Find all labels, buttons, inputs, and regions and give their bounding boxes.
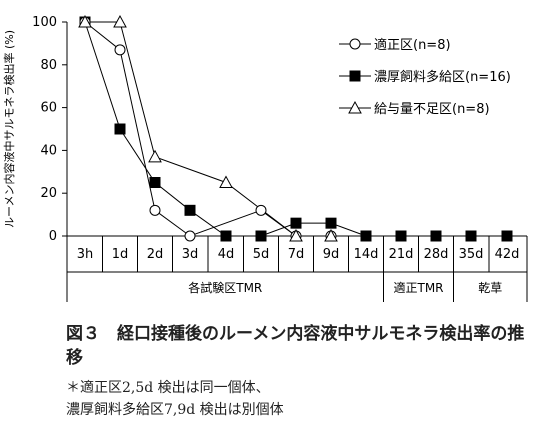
x-tick-label: 28d (424, 247, 449, 262)
legend-marker (349, 70, 361, 82)
y-tick-label: 80 (40, 58, 57, 73)
legend-label: 適正区(n=8) (374, 37, 451, 53)
x-tick-label: 7d (288, 247, 305, 262)
group-label: 乾草 (478, 281, 502, 295)
group-label: 適正TMR (393, 280, 443, 295)
detection-rate-chart: 0 20 40 60 80 100 ルーメン内容液中サルモネラ検出率 (%) 3h 1d 2d 3d… (2, 14, 528, 302)
data-point (149, 177, 161, 188)
data-point (501, 230, 513, 242)
data-point (149, 204, 161, 216)
series-line (85, 21, 331, 237)
series-line (84, 21, 367, 237)
data-point (114, 123, 126, 135)
data-point (324, 228, 338, 242)
figure-note-1: ＊適正区2,5d 検出は同一個体、 (66, 380, 270, 396)
legend-label: 濃厚飼料多給区(n=16) (374, 69, 511, 85)
data-point (113, 14, 127, 28)
figure-caption-title: 図３ 経口接種後のルーメン内容液中サルモネラ検出率の推移 (66, 324, 525, 368)
data-point (219, 175, 233, 188)
data-point (255, 230, 267, 242)
x-tick-label: 9d (323, 247, 340, 262)
y-tick-label: 20 (40, 186, 57, 201)
group-label: 各試験区TMR (188, 280, 262, 295)
x-tick-label: 3d (182, 247, 199, 262)
data-point (184, 204, 196, 216)
x-tick-label: 2d (147, 247, 164, 262)
x-tick-label: 21d (389, 247, 414, 262)
data-point (325, 217, 337, 229)
y-tick-label: 60 (40, 101, 57, 116)
x-tick-label: 5d (253, 247, 270, 262)
y-tick-label: 40 (40, 143, 57, 158)
data-point (184, 230, 196, 242)
data-point (289, 228, 303, 242)
figure-note-2: 濃厚飼料多給区7,9d 検出は別個体 (66, 402, 284, 418)
data-point (395, 230, 407, 242)
data-point (255, 204, 267, 216)
x-tick-label: 14d (354, 247, 379, 262)
data-point (148, 149, 162, 163)
y-tick-label: 100 (32, 15, 57, 30)
y-tick-label: 0 (49, 229, 57, 244)
y-axis-label: ルーメン内容液中サルモネラ検出率 (%) (2, 30, 16, 228)
x-tick-label: 1d (112, 247, 129, 262)
x-tick-label: 3h (77, 247, 94, 262)
x-tick-label: 35d (459, 247, 484, 262)
data-point (465, 230, 477, 242)
legend-label: 給与量不足区(n=8) (374, 102, 490, 117)
data-point (114, 44, 126, 56)
x-tick-label: 42d (495, 247, 520, 262)
legend-marker (349, 38, 361, 50)
data-point (220, 230, 232, 242)
x-tick-label: 4d (218, 247, 235, 262)
data-point (430, 230, 442, 242)
data-point (290, 217, 302, 229)
legend-marker (348, 100, 362, 114)
data-point (78, 14, 92, 28)
data-point (360, 230, 372, 242)
